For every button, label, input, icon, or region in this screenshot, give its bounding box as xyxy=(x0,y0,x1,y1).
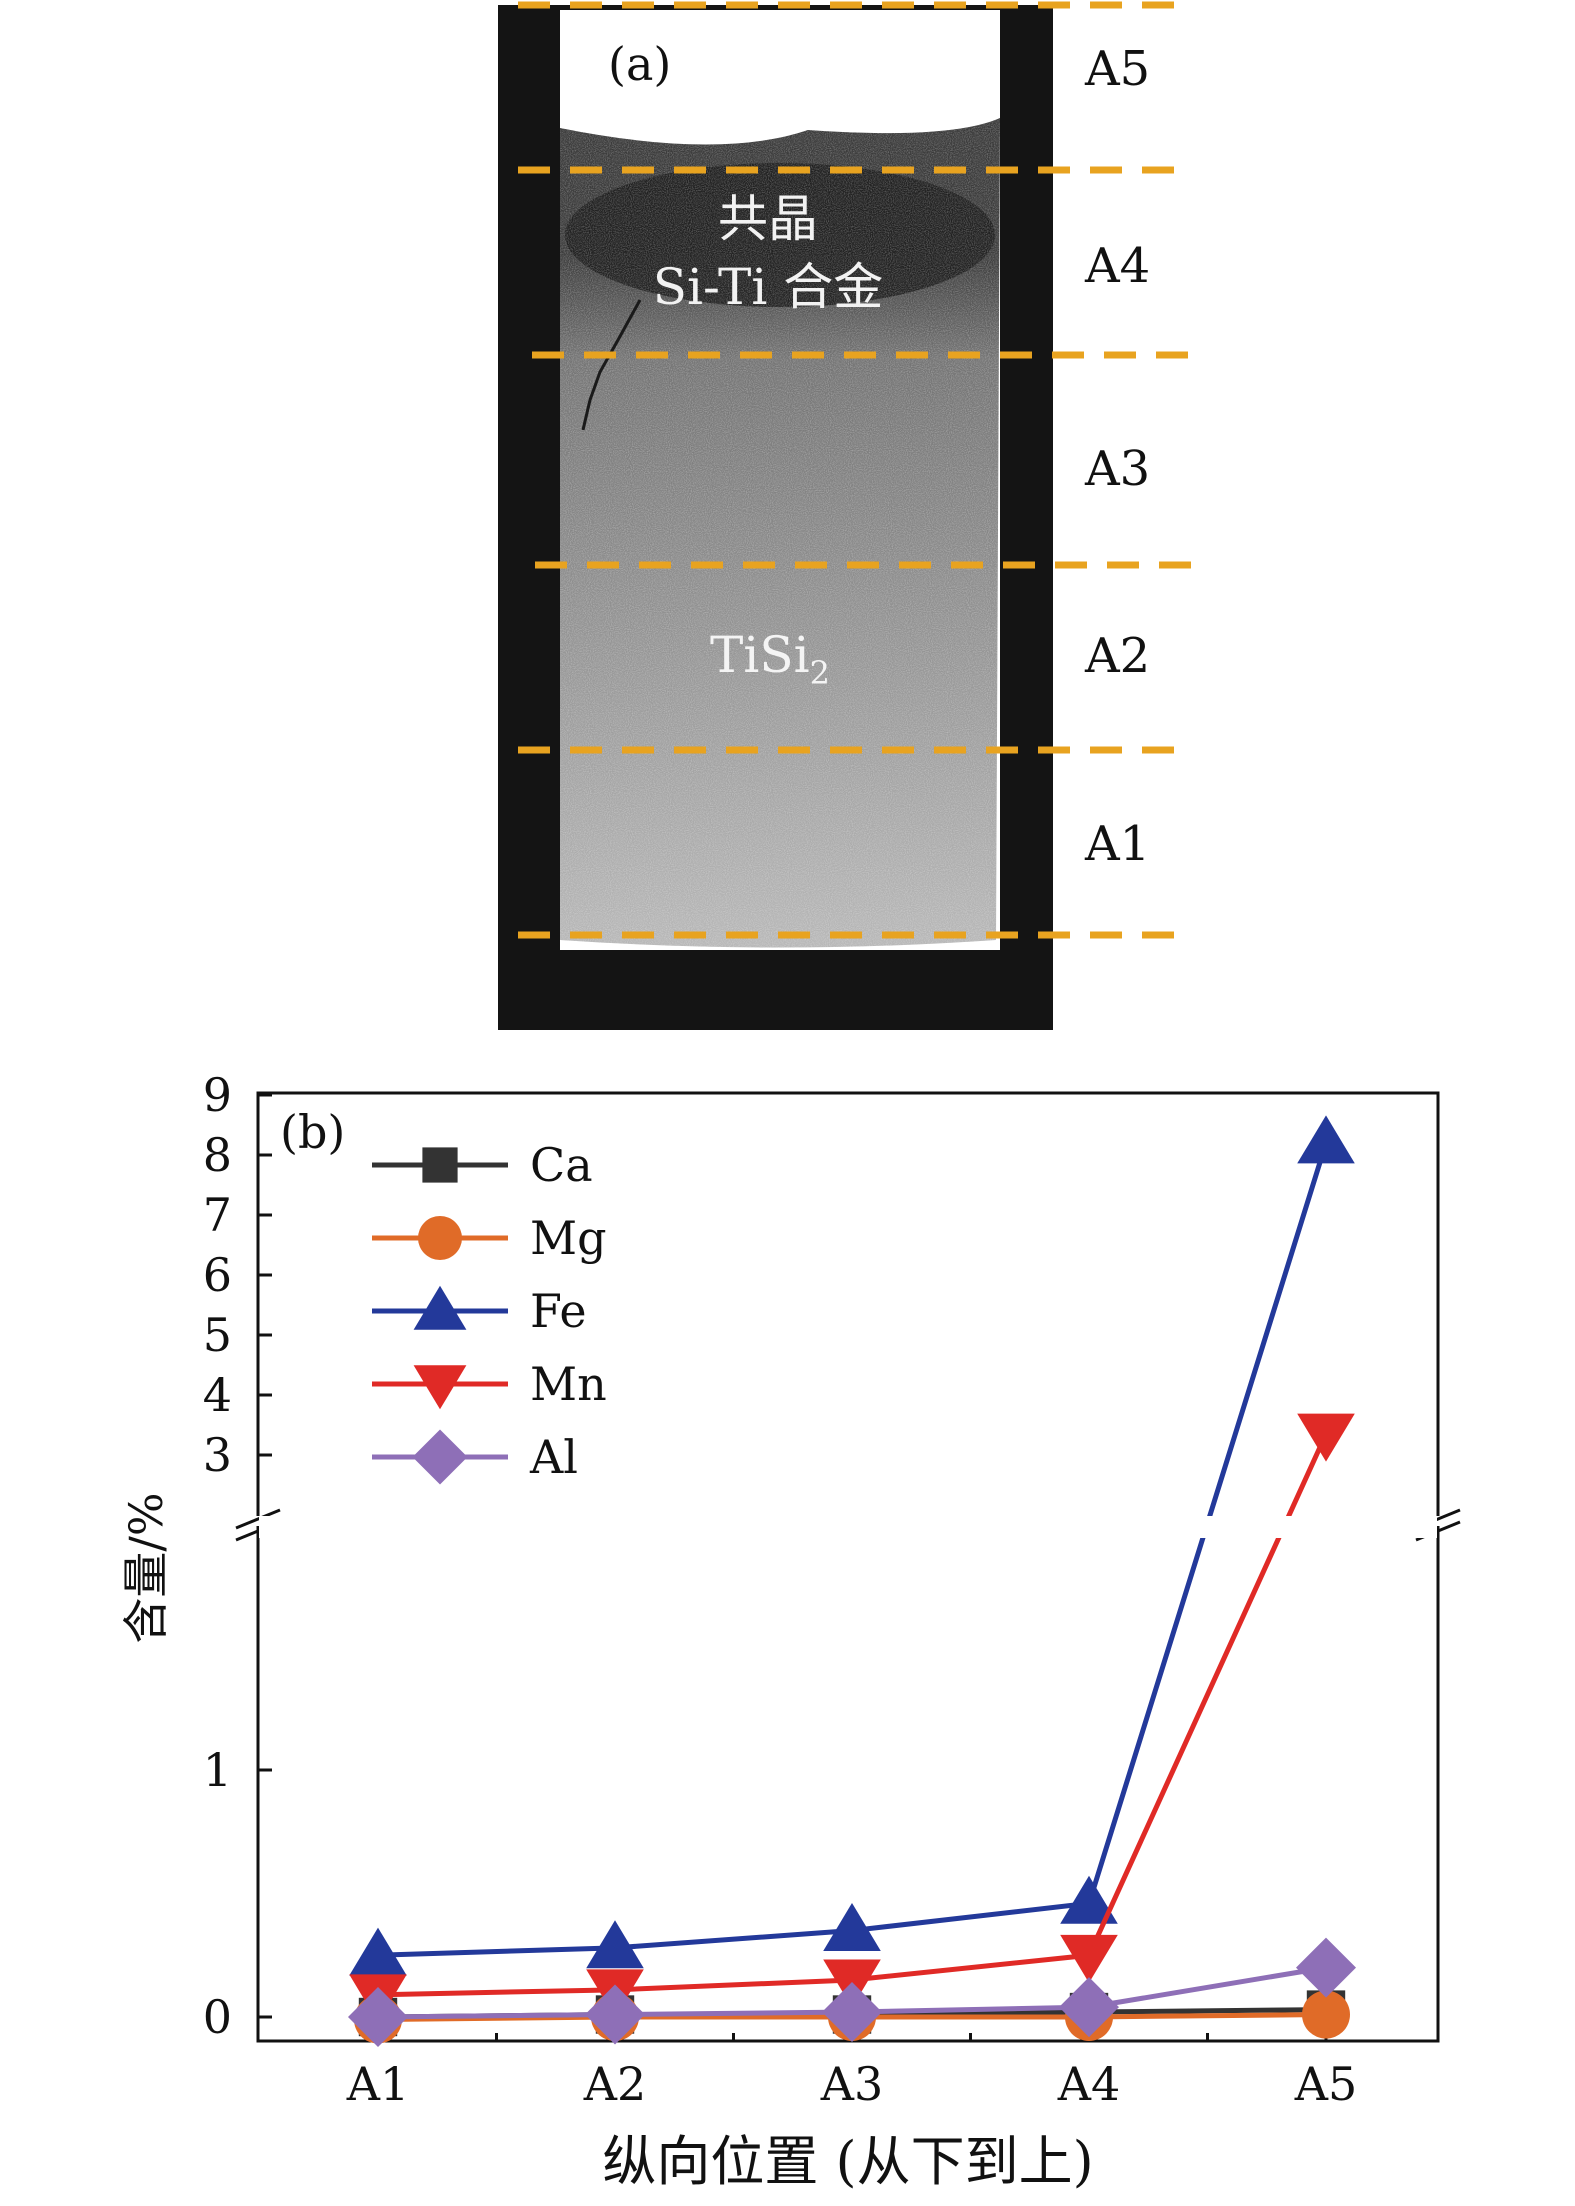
y-tick-label: 7 xyxy=(203,1188,232,1242)
x-tick-label: A2 xyxy=(583,2057,647,2111)
x-axis-label: 纵向位置 (从下到上) xyxy=(602,2130,1093,2193)
plot-frame xyxy=(256,1091,1440,2043)
data-point-al xyxy=(1059,1977,1119,2038)
legend-label-al: Al xyxy=(529,1430,578,1484)
eutectic-label-line1: 共晶 xyxy=(718,190,818,248)
y-tick-label: 5 xyxy=(203,1308,232,1362)
data-point-mn xyxy=(1060,1934,1118,1983)
data-point-al xyxy=(585,1984,645,2045)
x-tick-label: A1 xyxy=(346,2057,410,2111)
data-point-fe xyxy=(586,1920,644,1969)
eutectic-label-line2: Si-Ti 合金 xyxy=(653,258,884,316)
data-point-al xyxy=(348,1987,408,2047)
sample-ingot xyxy=(560,118,1000,948)
y-axis-label: 含量/% xyxy=(119,1492,173,1643)
panel-a-label: (a) xyxy=(608,37,671,91)
legend-marker-ca xyxy=(422,1147,458,1183)
legend-marker-al xyxy=(412,1429,468,1485)
crucible-photo-panel: (a) 共晶 Si-Ti 合金 TiSi2 A5 A4 A3 A2 A1 xyxy=(498,1,1193,1030)
tisi2-label: TiSi2 xyxy=(710,626,830,692)
y-tick-label: 0 xyxy=(203,1990,232,2044)
legend-marker-mn xyxy=(413,1365,467,1410)
zone-label-a1: A1 xyxy=(1084,816,1150,872)
panel-b-label: (b) xyxy=(280,1105,345,1159)
legend: Ca Mg Fe Mn Al xyxy=(372,1138,607,1485)
y-tick-label: 3 xyxy=(203,1428,232,1482)
data-point-fe xyxy=(823,1902,881,1951)
legend-marker-fe xyxy=(413,1285,467,1330)
data-point-mg xyxy=(1302,1990,1350,2039)
axis-break-gap xyxy=(252,1516,264,1526)
series-line-fe xyxy=(377,1142,1329,1958)
data-point-al xyxy=(1296,1937,1356,1998)
zone-label-a5: A5 xyxy=(1084,41,1150,97)
zone-label-a3: A3 xyxy=(1084,441,1150,497)
legend-entries: Ca Mg Fe Mn Al xyxy=(372,1138,607,1485)
data-point-fe xyxy=(1297,1115,1355,1164)
x-tick-label: A5 xyxy=(1294,2057,1358,2111)
x-tick-label: A3 xyxy=(820,2057,884,2111)
y-tick-label: 1 xyxy=(203,1743,232,1797)
legend-label-ca: Ca xyxy=(530,1138,593,1192)
data-point-mn xyxy=(1297,1413,1355,1462)
data-point-al xyxy=(822,1982,882,2043)
y-tick-label: 8 xyxy=(203,1128,232,1182)
axis-break-gap xyxy=(1432,1516,1444,1526)
zone-divider-lines xyxy=(518,1,1193,939)
crack-line xyxy=(581,299,642,431)
y-tick-label: 6 xyxy=(203,1248,232,1302)
legend-marker-mg xyxy=(418,1216,462,1260)
x-tick-label: A4 xyxy=(1057,2057,1121,2111)
axis-break-mark xyxy=(235,1508,281,1530)
zone-label-a2: A2 xyxy=(1084,628,1150,684)
element-content-chart: A1 A2 A3 A4 A5 0 1 3 4 5 6 7 8 9 (b) 含量/% 纵向位置 (从下到上)… xyxy=(119,1068,1461,2193)
plot-content: A1 A2 A3 A4 A5 0 1 3 4 5 6 7 8 9 xyxy=(203,1068,1461,2111)
legend-label-mg: Mg xyxy=(530,1211,607,1265)
data-point-fe xyxy=(349,1927,407,1976)
data-point-fe xyxy=(1060,1875,1118,1924)
y-tick-label: 9 xyxy=(203,1068,232,1122)
legend-label-fe: Fe xyxy=(530,1284,587,1338)
break-gap-band xyxy=(259,1516,1437,1538)
zone-label-a4: A4 xyxy=(1084,238,1150,294)
legend-label-mn: Mn xyxy=(530,1357,607,1411)
y-tick-label: 4 xyxy=(203,1368,232,1422)
